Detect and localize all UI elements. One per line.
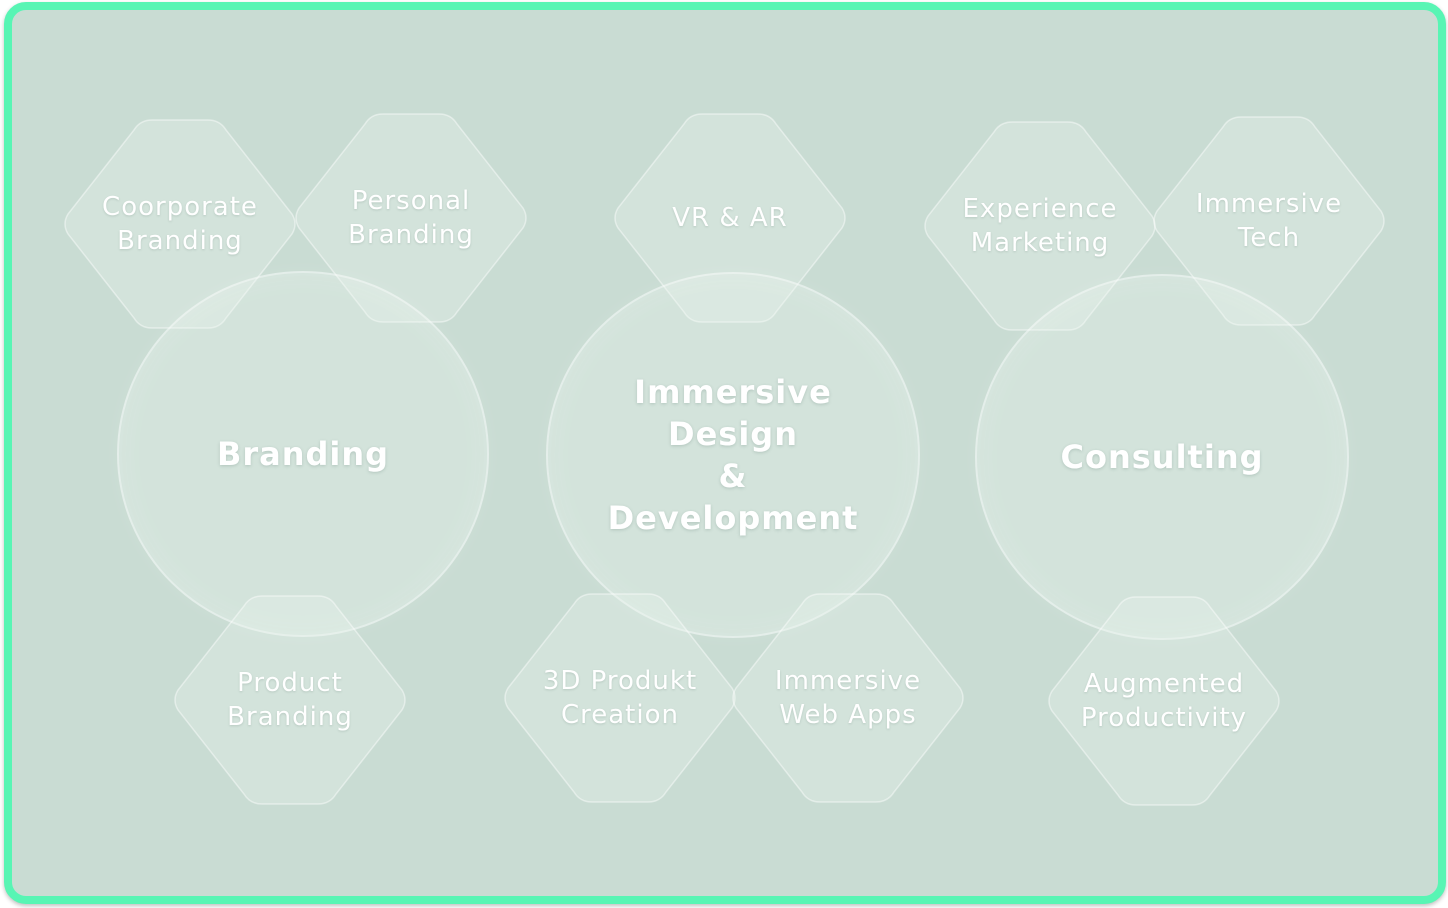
circle-immersive-design-development: Immersive Design & Development	[546, 272, 920, 638]
circle-branding: Branding	[117, 271, 489, 637]
hexagon-shape	[504, 593, 736, 803]
hex-immersive-tech: Immersive Tech	[1147, 113, 1391, 329]
hex-label: Coorporate Branding	[102, 192, 258, 256]
hex-product-branding: Product Branding	[168, 592, 412, 808]
hex-personal-branding: Personal Branding	[289, 110, 533, 326]
hex-label: Product Branding	[227, 668, 353, 732]
hex-label: 3D Produkt Creation	[542, 666, 698, 730]
hex-augmented-productivity: Augmented Productivity	[1042, 593, 1286, 809]
circle-label: Consulting	[1060, 438, 1264, 476]
hexagon-shape	[174, 595, 406, 805]
hex-vr-ar: VR & AR	[608, 110, 852, 326]
hex-immersive-web-apps: Immersive Web Apps	[726, 590, 970, 806]
hex-experience-marketing: Experience Marketing	[918, 118, 1162, 334]
circle-label: Immersive Design & Development	[607, 373, 859, 537]
hexagon-shape	[1153, 116, 1385, 326]
hex-label: Immersive Tech	[1195, 189, 1343, 253]
hex-coorporate-branding: Coorporate Branding	[58, 116, 302, 332]
circle-consulting: Consulting	[975, 274, 1349, 640]
hexagon-shape	[732, 593, 964, 803]
diagram-canvas: Coorporate Branding Personal Branding VR…	[12, 10, 1438, 896]
hexagon-shape	[1048, 596, 1280, 806]
hex-label: Immersive Web Apps	[774, 666, 922, 730]
hex-label: Personal Branding	[348, 186, 474, 250]
hex-3d-produkt-creation: 3D Produkt Creation	[498, 590, 742, 806]
hex-label: Augmented Productivity	[1080, 669, 1248, 733]
diagram-frame: Coorporate Branding Personal Branding VR…	[4, 2, 1446, 904]
hex-label: Experience Marketing	[962, 194, 1118, 258]
hex-label: VR & AR	[672, 203, 788, 233]
hexagon-shape	[295, 113, 527, 323]
circle-label: Branding	[216, 435, 390, 473]
